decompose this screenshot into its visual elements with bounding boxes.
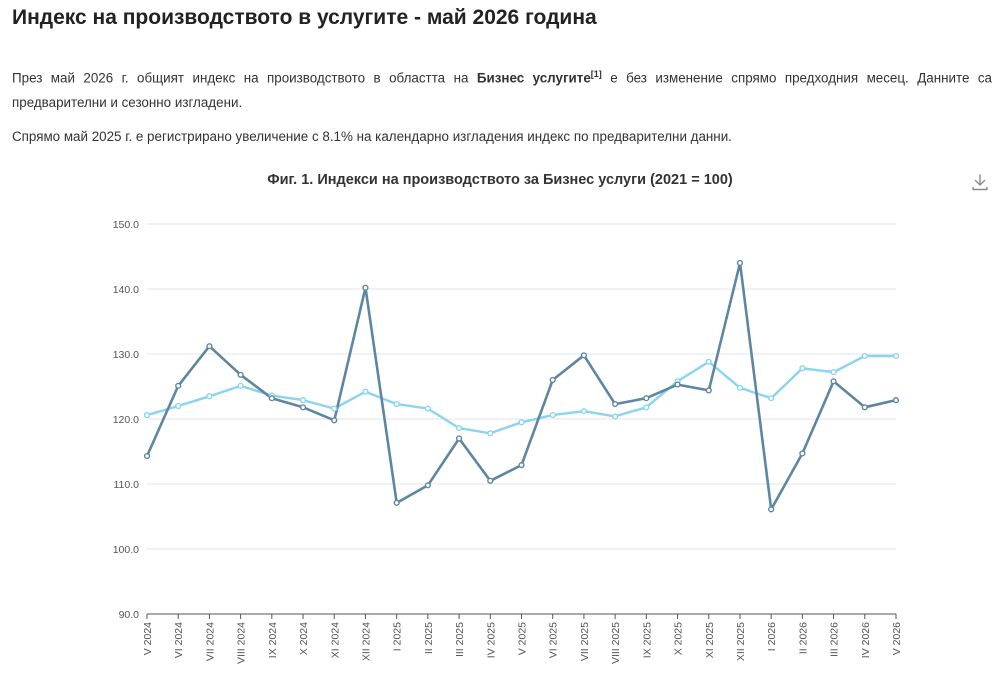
x-tick-label: IX 2024 [267,622,279,658]
x-tick-label: VIII 2024 [236,622,248,664]
series-2-point [643,404,650,411]
x-tick-label: I 2025 [392,622,404,651]
x-tick-label: III 2026 [829,622,841,657]
y-tick-label: 130.0 [113,349,139,361]
series-2-point [705,358,712,365]
series-1-point [674,381,681,388]
series-1-point [299,404,307,411]
x-tick-label: II 2025 [423,622,435,654]
x-tick-label: XI 2025 [704,622,716,658]
series-2-point [143,412,151,419]
x-tick-label: XII 2024 [360,622,372,661]
x-tick-label: X 2024 [298,622,310,655]
y-tick-label: 90.0 [119,609,140,621]
x-tick-label: V 2026 [891,622,903,655]
series-1-point [393,499,400,506]
series-1-point [580,352,588,359]
series-2-point [237,382,244,389]
series-1-point [612,400,619,408]
series-1-point [237,371,244,378]
x-tick-label: VII 2025 [579,622,591,661]
y-tick-label: 100.0 [113,544,139,556]
series-1-point [455,435,463,442]
series-1-point [705,387,712,394]
series-2-point [892,352,900,360]
intro-text-after: е без изменение спрямо предходния месец.… [12,70,993,111]
x-tick-label: VII 2024 [204,622,216,661]
series-1-point [643,395,650,402]
x-tick-label: IV 2026 [860,622,872,658]
series-2-point [830,369,837,376]
download-icon[interactable] [970,172,990,192]
series-2-point [206,393,213,400]
x-tick-label: II 2026 [797,622,809,654]
y-tick-label: 120.0 [113,414,139,426]
series-2-point [518,419,525,426]
page-title: Индекс на производството в услугите - ма… [12,6,597,29]
series-2-point [393,400,400,408]
series-1-point [362,284,369,291]
series-1-point [736,259,744,267]
x-tick-label: VI 2025 [548,622,560,658]
x-tick-label: VIII 2025 [610,622,622,664]
series-1-point [549,376,556,384]
series-2-point [549,412,556,419]
series-2-point [736,384,744,391]
series-2-point [580,408,588,415]
series-2-point [612,413,619,420]
series-1-point [331,417,338,424]
y-tick-label: 140.0 [113,284,139,296]
x-tick-label: I 2026 [766,622,778,651]
x-tick-label: VI 2024 [173,622,185,658]
series-2-point [331,405,338,412]
series-2-point [424,405,431,412]
comparison-paragraph: Спрямо май 2025 г. е регистрирано увелич… [12,129,732,144]
series-1-point [268,395,275,402]
series-1-point [830,378,837,385]
series-2-point [455,425,463,432]
series-2-point [799,365,806,372]
x-tick-label: V 2025 [517,622,529,655]
y-tick-label: 110.0 [114,479,140,491]
series-1-point [175,382,182,389]
x-tick-label: IX 2025 [641,622,653,658]
x-tick-label: XII 2025 [735,622,747,661]
series-1-point [487,477,494,484]
intro-paragraph: През май 2026 г. общият индекс на произв… [12,62,992,115]
series-2-point [768,395,775,402]
y-tick-label: 150.0 [113,219,139,231]
series-2-point [175,402,182,410]
intro-text-before: През май 2026 г. общият индекс на произв… [12,70,477,86]
series-1-point [424,482,431,489]
chart-title: Фиг. 1. Индекси на производството за Биз… [267,172,733,188]
series-1-point [518,462,525,469]
series-1-point [143,452,151,460]
series-2-point [362,388,369,395]
series-1-point [768,506,775,513]
x-tick-label: V 2024 [142,622,154,655]
x-tick-label: X 2025 [673,622,685,655]
x-tick-label: III 2025 [454,622,466,657]
series-2-point [861,352,868,360]
intro-bold-term: Бизнес услугите [476,70,591,86]
series-1-point [206,343,213,350]
series-2-point [299,397,307,404]
x-tick-label: XI 2024 [329,622,341,658]
series-1-point [892,397,900,404]
series-1-point [861,404,868,411]
series-1-point [799,450,806,457]
series-2-point [487,430,494,437]
x-tick-label: IV 2025 [485,622,497,658]
footnote-ref-link[interactable]: [1] [590,69,602,79]
